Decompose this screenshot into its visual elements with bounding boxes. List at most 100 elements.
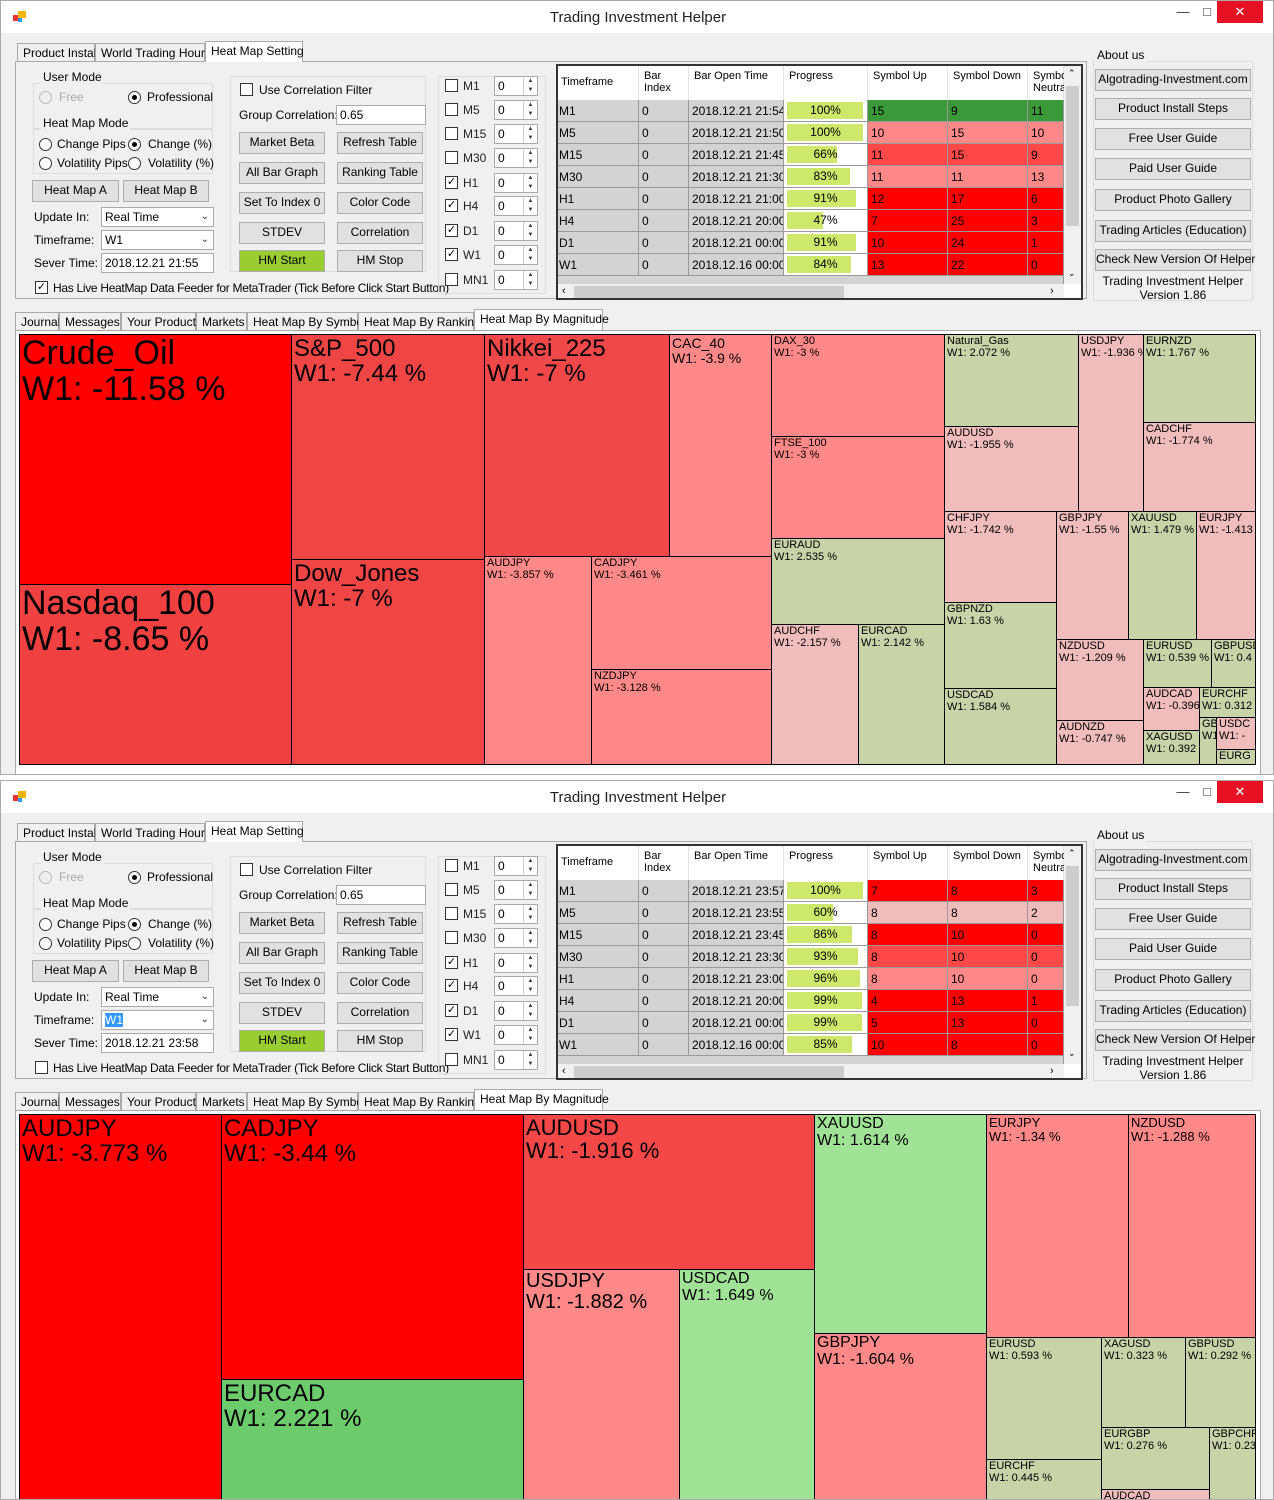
set-to-index-0-button[interactable]: Set To Index 0 [239,192,325,214]
all-bar-graph-button[interactable]: All Bar Graph [239,162,325,184]
tf-filter-checkbox-h4[interactable]: ✓ [445,199,458,212]
spin-arrows-icon[interactable]: ▲ ▼ [523,125,537,143]
heat-map-a-button[interactable]: Heat Map A [32,960,119,982]
tab-heat-map-by-symbol[interactable]: Heat Map By Symbol [247,1092,366,1110]
hm-stop-button[interactable]: HM Stop [337,1030,423,1052]
correlation-button[interactable]: Correlation [337,1002,423,1024]
column-header[interactable]: Bar Open Time [689,66,784,100]
set-to-index-0-button[interactable]: Set To Index 0 [239,972,325,994]
heatmap-cell[interactable]: EURJPY W1: -1.34 % [986,1114,1129,1338]
scroll-thumb[interactable] [574,286,844,298]
server-time-field[interactable]: 2018.12.21 21:55 [101,253,214,273]
stdev-button[interactable]: STDEV [239,222,325,244]
heat-map-mode-radio[interactable] [39,138,52,151]
heatmap-cell[interactable]: GBPUSD W1: 0.4 [1211,639,1256,688]
heatmap-cell[interactable]: AUDCHF W1: -2.157 % [771,624,859,765]
heatmap-cell[interactable]: EURCAD W1: 2.221 % [221,1379,524,1499]
close-button[interactable]: ✕ [1217,781,1263,803]
tf-index-stepper[interactable]: 0 ▲ ▼ [494,928,538,948]
color-code-button[interactable]: Color Code [337,972,423,994]
heatmap-cell[interactable]: GBPCHF W1: 0.23 [1209,1427,1256,1499]
heatmap-cell[interactable]: Nasdaq_100 W1: -8.65 % [19,584,292,765]
heat-map-mode-radio[interactable] [128,138,141,151]
heatmap-cell[interactable]: AUDUSD W1: -1.955 % [944,426,1079,512]
column-header[interactable]: Progress [784,66,868,100]
table-vertical-scrollbar[interactable]: ⌃ ⌄ [1064,846,1081,1064]
tab-product-install[interactable]: Product Install [17,823,99,841]
minimize-button[interactable]: — [1160,1,1206,23]
tab-your-product[interactable]: Your Product [121,1092,196,1110]
heatmap-cell[interactable]: EURAUD W1: 2.535 % [771,538,945,625]
heatmap-cell[interactable]: CADJPY W1: -3.461 % [591,556,772,670]
tf-filter-checkbox-m30[interactable] [445,151,458,164]
close-button[interactable]: ✕ [1217,1,1263,23]
tf-index-stepper[interactable]: 0 ▲ ▼ [494,953,538,973]
spin-arrows-icon[interactable]: ▲ ▼ [523,222,537,240]
live-feeder-checkbox[interactable] [35,1061,48,1074]
user-mode-radio-professional[interactable] [128,871,141,884]
heatmap-cell[interactable]: CAC_40 W1: -3.9 % [669,334,772,557]
heat-map-mode-radio[interactable] [39,937,52,950]
heatmap-cell[interactable]: EURG [1216,749,1256,765]
title-bar[interactable]: Trading Investment Helper — □ ✕ [1,781,1273,813]
heatmap-cell[interactable]: USDC W1: - [1216,717,1256,750]
tab-heat-map-by-magnitude[interactable]: Heat Map By Magnitude [474,309,609,330]
about-link-button[interactable]: Trading Articles (Education) [1095,1000,1251,1022]
column-header[interactable]: Timeframe [558,846,639,880]
heatmap-cell[interactable]: Dow_Jones W1: -7 % [291,559,485,765]
heatmap-cell[interactable]: XAUUSD W1: 1.614 % [814,1114,987,1334]
tf-index-stepper[interactable]: 0 ▲ ▼ [494,76,538,96]
scroll-thumb[interactable] [1066,866,1079,1006]
heat-map-mode-radio[interactable] [39,157,52,170]
tf-filter-checkbox-m1[interactable] [445,859,458,872]
spin-arrows-icon[interactable]: ▲ ▼ [523,246,537,264]
spin-arrows-icon[interactable]: ▲ ▼ [523,1026,537,1044]
heatmap-cell[interactable]: AUDJPY W1: -3.773 % [19,1114,222,1499]
tab-heat-map-by-ranking[interactable]: Heat Map By Ranking [358,1092,481,1110]
spin-arrows-icon[interactable]: ▲ ▼ [523,905,537,923]
scroll-thumb[interactable] [1066,86,1079,226]
heatmap-cell[interactable]: GBPJPY W1: -1.55 % [1056,511,1129,640]
scroll-left-icon[interactable]: ‹ [562,285,566,297]
column-header[interactable]: Symbol Neutral [1028,846,1070,880]
hm-start-button[interactable]: HM Start [239,1030,325,1052]
spin-arrows-icon[interactable]: ▲ ▼ [523,977,537,995]
spin-arrows-icon[interactable]: ▲ ▼ [523,101,537,119]
heatmap-cell[interactable]: EURUSD W1: 0.593 % [986,1337,1102,1460]
hm-stop-button[interactable]: HM Stop [337,250,423,272]
tf-filter-checkbox-m15[interactable] [445,127,458,140]
tf-index-stepper[interactable]: 0 ▲ ▼ [494,245,538,265]
group-correlation-input[interactable]: 0.65 [336,105,426,125]
scroll-up-icon[interactable]: ⌃ [1068,68,1076,78]
heatmap-cell[interactable]: XAGUSD W1: 0.323 % [1101,1337,1186,1428]
column-header[interactable]: Symbol Up [868,66,948,100]
tab-journal[interactable]: Journal [15,1092,60,1110]
market-beta-button[interactable]: Market Beta [239,132,325,154]
column-header[interactable]: Timeframe [558,66,639,100]
tf-filter-checkbox-m5[interactable] [445,103,458,116]
heatmap-cell[interactable]: EURNZD W1: 1.767 % [1143,334,1256,423]
heatmap-cell[interactable]: Nikkei_225 W1: -7 % [484,334,670,557]
heatmap-cell[interactable]: XAUUSD W1: 1.479 % [1128,511,1197,640]
tab-messages[interactable]: Messages [59,312,121,330]
tf-filter-checkbox-m15[interactable] [445,907,458,920]
about-link-button[interactable]: Trading Articles (Education) [1095,220,1251,242]
heatmap-cell[interactable]: NZDUSD W1: -1.209 % [1056,639,1144,721]
tf-index-stepper[interactable]: 0 ▲ ▼ [494,1001,538,1021]
about-link-button[interactable]: Paid User Guide [1095,158,1251,180]
heatmap-cell[interactable]: Crude_Oil W1: -11.58 % [19,334,292,585]
correlation-button[interactable]: Correlation [337,222,423,244]
tf-index-stepper[interactable]: 0 ▲ ▼ [494,221,538,241]
about-link-button[interactable]: Product Photo Gallery [1095,969,1251,991]
spin-arrows-icon[interactable]: ▲ ▼ [523,77,537,95]
tf-index-stepper[interactable]: 0 ▲ ▼ [494,976,538,996]
about-link-button[interactable]: Free User Guide [1095,908,1251,930]
table-horizontal-scrollbar[interactable]: ‹ › [558,284,1064,298]
heatmap-cell[interactable]: USDJPY W1: -1.882 % [523,1269,680,1499]
all-bar-graph-button[interactable]: All Bar Graph [239,942,325,964]
scroll-down-icon[interactable]: ⌄ [1068,268,1076,278]
heatmap-cell[interactable]: XAGUSD W1: 0.392 [1143,730,1200,765]
tf-filter-checkbox-mn1[interactable] [445,273,458,286]
color-code-button[interactable]: Color Code [337,192,423,214]
tf-index-stepper[interactable]: 0 ▲ ▼ [494,904,538,924]
